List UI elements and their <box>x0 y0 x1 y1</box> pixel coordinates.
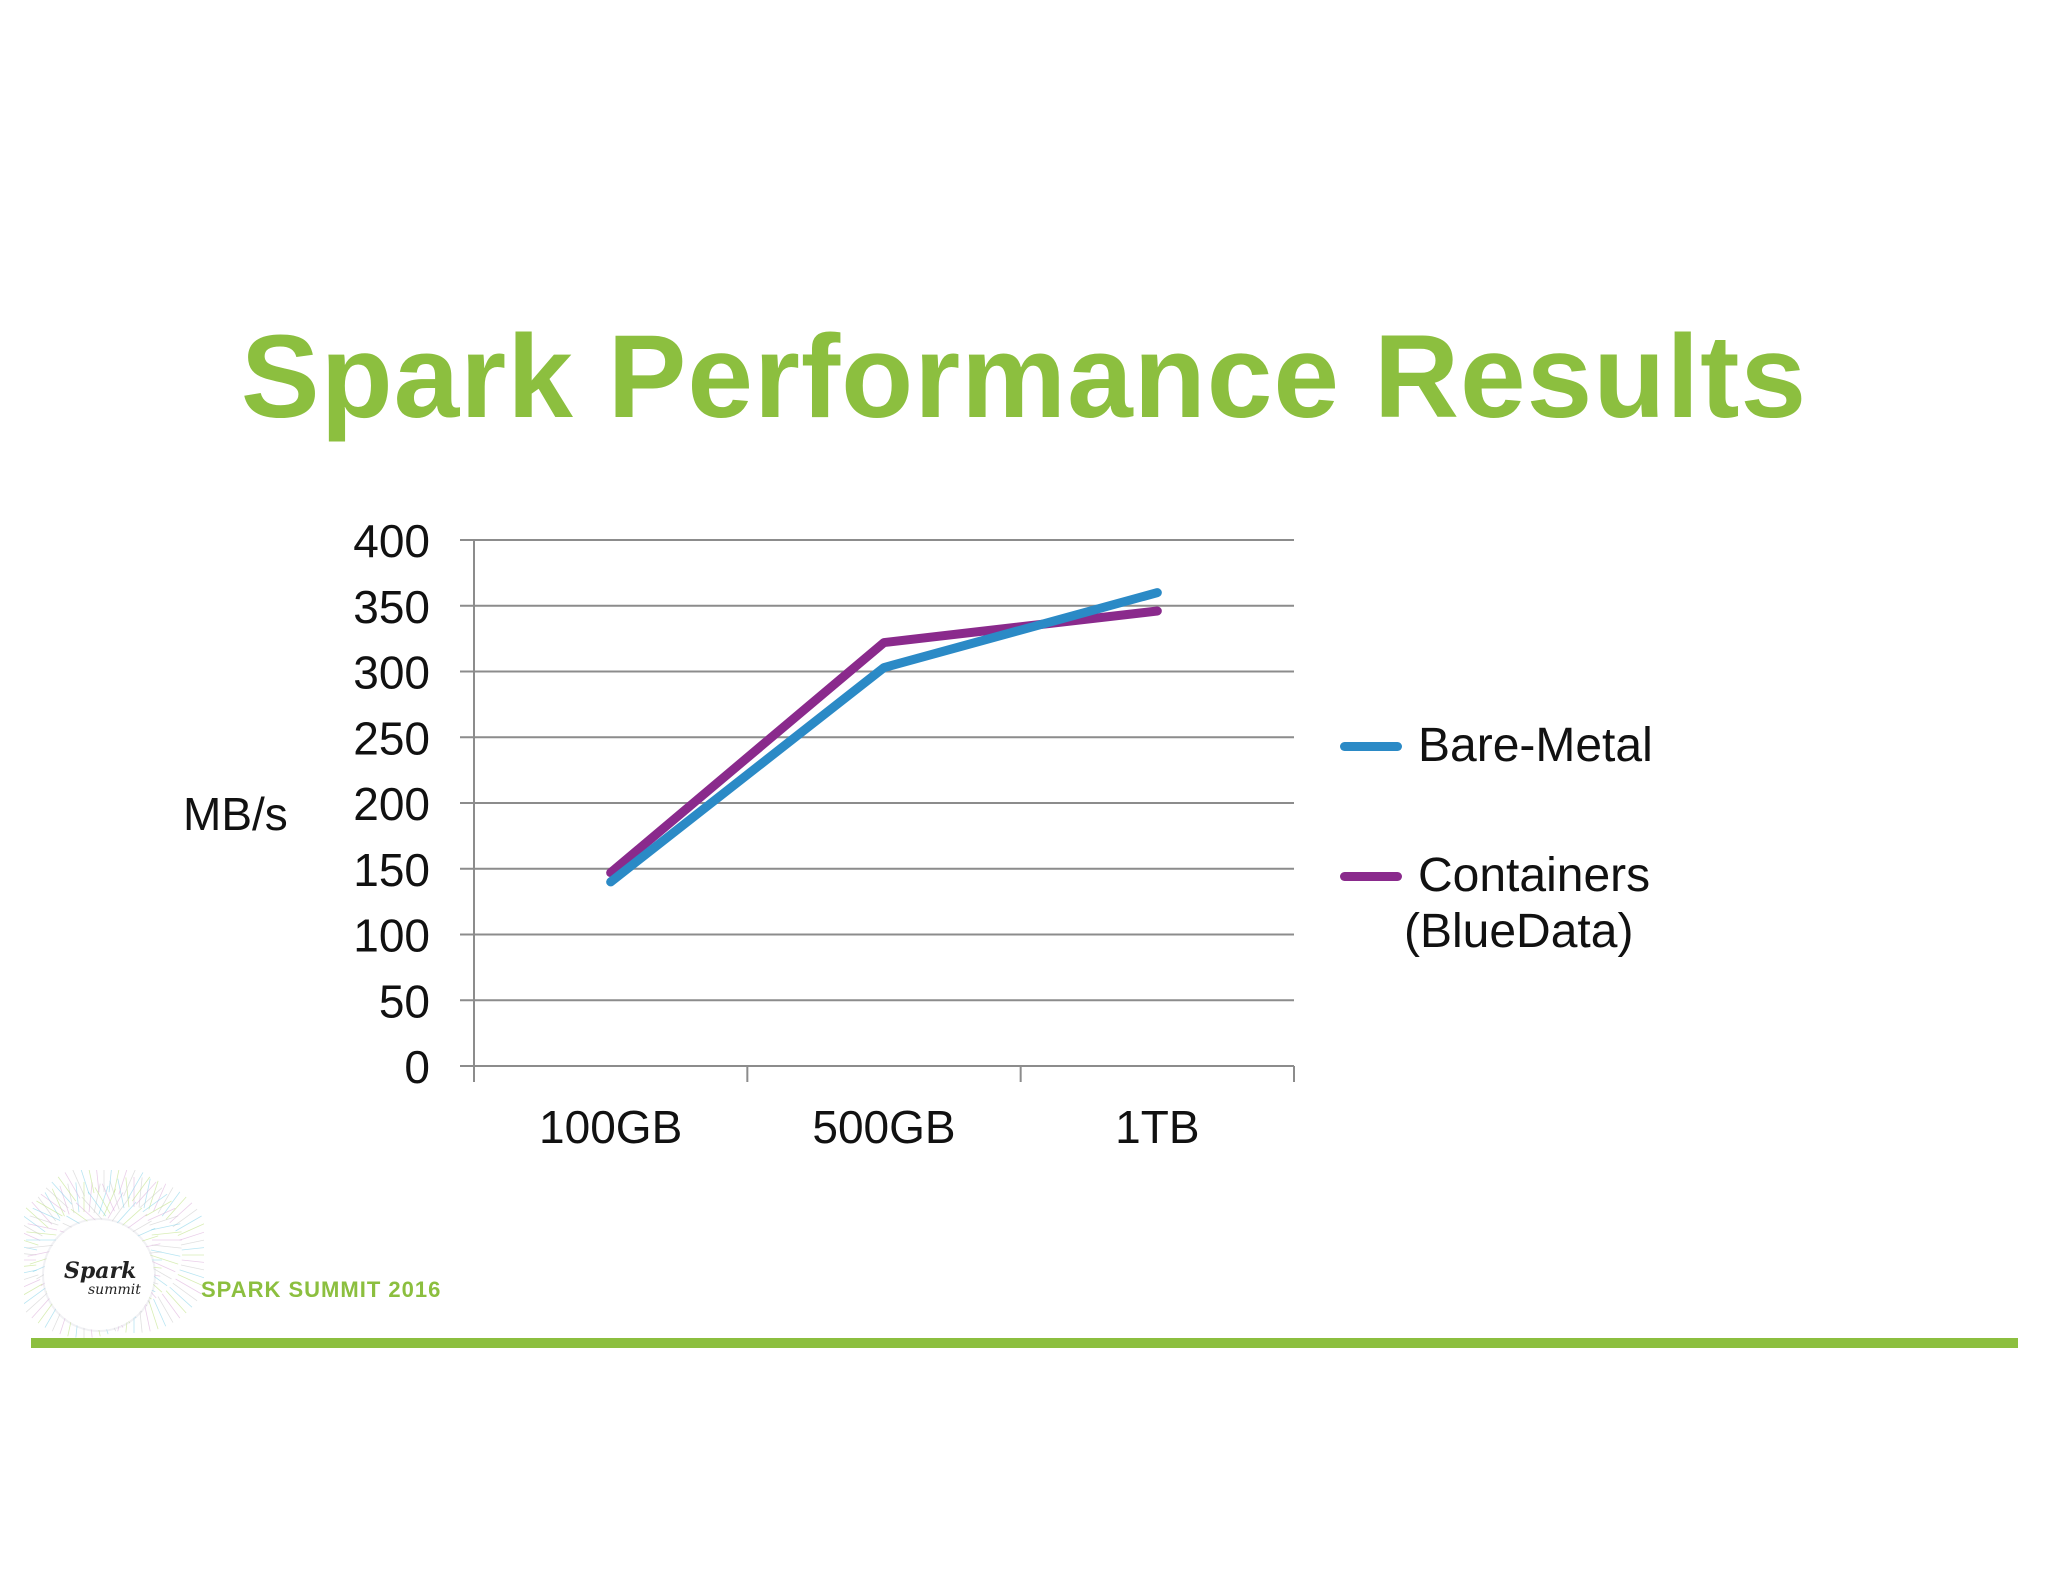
spark-summit-logo: Spark summit <box>6 1162 212 1350</box>
y-tick-label: 400 <box>353 515 430 567</box>
footer-divider <box>31 1338 2018 1348</box>
y-axis-title: MB/s <box>183 788 288 840</box>
legend-swatch-bare-metal <box>1340 742 1402 751</box>
y-tick-label: 350 <box>353 581 430 633</box>
legend-item-bare-metal: Bare-Metal <box>1340 718 1700 848</box>
series-line-containers <box>606 606 1162 878</box>
x-tick-label: 500GB <box>812 1101 955 1153</box>
y-tick-label: 50 <box>379 975 430 1027</box>
chart-legend: Bare-Metal Containers (BlueData) <box>1340 718 1700 978</box>
y-tick-label: 200 <box>353 778 430 830</box>
legend-item-containers: Containers (BlueData) <box>1340 848 1700 978</box>
x-tick-label: 1TB <box>1115 1101 1199 1153</box>
y-tick-label: 0 <box>404 1041 430 1093</box>
footer-event-name: SPARK SUMMIT 2016 <box>201 1277 442 1302</box>
x-tick-label: 100GB <box>539 1101 682 1153</box>
legend-label-bare-metal: Bare-Metal <box>1418 719 1653 772</box>
y-tick-label: 250 <box>353 712 430 764</box>
legend-swatch-containers <box>1340 872 1402 881</box>
logo-text-summit: summit <box>88 1282 141 1298</box>
y-tick-label: 150 <box>353 844 430 896</box>
y-tick-label: 300 <box>353 647 430 699</box>
logo-text-spark: Spark <box>64 1258 137 1284</box>
slide-title: Spark Performance Results <box>240 311 1808 443</box>
y-tick-label: 100 <box>353 910 430 962</box>
legend-label-containers: Containers (BlueData) <box>1404 849 1651 958</box>
logo-circle <box>44 1220 154 1330</box>
